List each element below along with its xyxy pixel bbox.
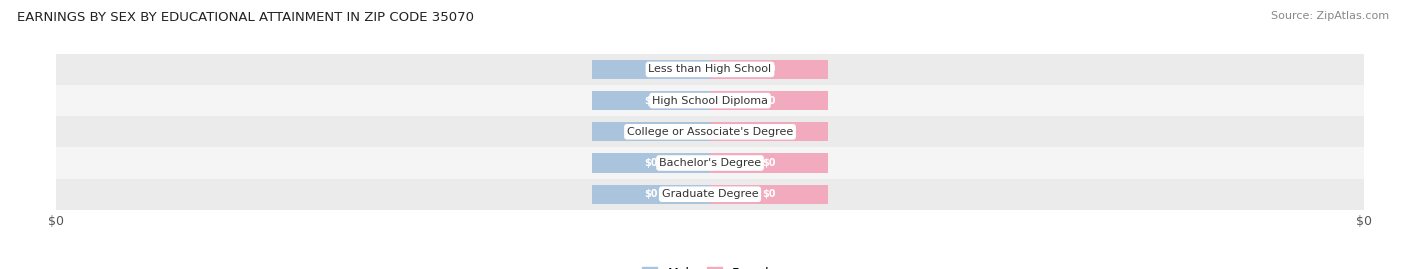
Bar [710,122,828,141]
Bar [592,60,710,79]
Text: High School Diploma: High School Diploma [652,95,768,106]
Text: Source: ZipAtlas.com: Source: ZipAtlas.com [1271,11,1389,21]
Bar [710,60,828,79]
Bar [710,91,828,110]
Text: $0: $0 [762,95,776,106]
Text: $0: $0 [644,64,658,75]
Text: $0: $0 [644,95,658,106]
Text: $0: $0 [644,127,658,137]
Bar [56,116,1364,147]
Bar [592,122,710,141]
Legend: Male, Female: Male, Female [637,262,783,269]
Text: Graduate Degree: Graduate Degree [662,189,758,199]
Text: Bachelor's Degree: Bachelor's Degree [659,158,761,168]
Bar [56,54,1364,85]
Bar [592,91,710,110]
Text: College or Associate's Degree: College or Associate's Degree [627,127,793,137]
Text: $0: $0 [644,158,658,168]
Bar [56,147,1364,179]
Text: $0: $0 [762,189,776,199]
Text: $0: $0 [644,189,658,199]
Text: EARNINGS BY SEX BY EDUCATIONAL ATTAINMENT IN ZIP CODE 35070: EARNINGS BY SEX BY EDUCATIONAL ATTAINMEN… [17,11,474,24]
Bar [56,85,1364,116]
Bar [56,179,1364,210]
Text: $0: $0 [762,127,776,137]
Text: $0: $0 [762,158,776,168]
Bar [592,153,710,173]
Text: Less than High School: Less than High School [648,64,772,75]
Bar [592,185,710,204]
Bar [710,185,828,204]
Bar [710,153,828,173]
Text: $0: $0 [762,64,776,75]
